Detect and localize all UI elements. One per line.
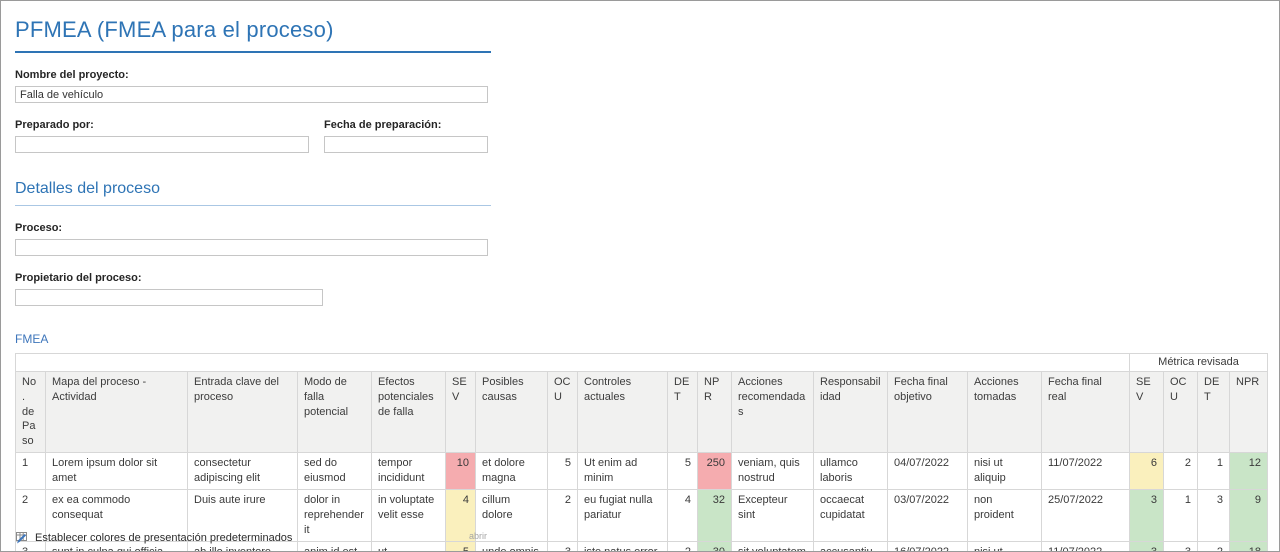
prepared-by-label: Preparado por:	[15, 119, 309, 131]
table-cell[interactable]: 03/07/2022	[888, 490, 968, 542]
table-cell[interactable]: 5	[668, 453, 698, 490]
table-cell[interactable]: 2	[1198, 541, 1230, 552]
table-cell[interactable]: 2	[548, 490, 578, 542]
column-header: NPR	[698, 371, 732, 452]
table-cell[interactable]: sed do eiusmod	[298, 453, 372, 490]
table-cell[interactable]: unde omnis	[476, 541, 548, 552]
title-divider	[15, 51, 491, 53]
prepared-by-input[interactable]	[15, 136, 309, 153]
table-cell[interactable]: nisi ut aliquip	[968, 453, 1042, 490]
table-cell[interactable]: 25/07/2022	[1042, 490, 1130, 542]
fmea-table: Métrica revisada No. de PasoMapa del proc…	[15, 353, 1268, 552]
table-cell[interactable]: 6	[1130, 453, 1164, 490]
table-cell[interactable]: Excepteur sint	[732, 490, 814, 542]
prep-date-input[interactable]	[324, 136, 488, 153]
table-cell[interactable]: 3	[548, 541, 578, 552]
table-cell[interactable]: 9	[1230, 490, 1268, 542]
table-cell[interactable]: 250	[698, 453, 732, 490]
column-header: OCU	[1164, 371, 1198, 452]
table-cell[interactable]: consectetur adipiscing elit	[188, 453, 298, 490]
open-link[interactable]: abrir	[469, 531, 487, 541]
table-cell[interactable]: iste natus error	[578, 541, 668, 552]
column-header: Posibles causas	[476, 371, 548, 452]
table-cell[interactable]: 18	[1230, 541, 1268, 552]
table-cell[interactable]: 3	[1164, 541, 1198, 552]
table-cell[interactable]: 4	[668, 490, 698, 542]
table-cell[interactable]: et dolore magna	[476, 453, 548, 490]
column-header: Fecha final objetivo	[888, 371, 968, 452]
table-cell[interactable]: 5	[446, 541, 476, 552]
table-cell[interactable]: veniam, quis nostrud	[732, 453, 814, 490]
table-cell[interactable]: 11/07/2022	[1042, 453, 1130, 490]
revised-metric-group-header: Métrica revisada	[1130, 354, 1268, 372]
worksheet: PFMEA (FMEA para el proceso) Nombre del …	[1, 1, 1279, 551]
table-cell[interactable]: 04/07/2022	[888, 453, 968, 490]
table-cell[interactable]: 1	[1164, 490, 1198, 542]
column-header: Acciones recomendadas	[732, 371, 814, 452]
table-cell[interactable]: 11/07/2022	[1042, 541, 1130, 552]
table-cell[interactable]: 10	[446, 453, 476, 490]
column-header: SEV	[1130, 371, 1164, 452]
table-cell[interactable]: 30	[698, 541, 732, 552]
table-cell[interactable]: Lorem ipsum dolor sit amet	[46, 453, 188, 490]
table-row: 1Lorem ipsum dolor sit ametconsectetur a…	[16, 453, 1268, 490]
column-header: Responsabilidad	[814, 371, 888, 452]
table-cell[interactable]: occaecat cupidatat	[814, 490, 888, 542]
column-header: Modo de falla potencial	[298, 371, 372, 452]
column-header: SEV	[446, 371, 476, 452]
table-cell[interactable]: non proident	[968, 490, 1042, 542]
page-title: PFMEA (FMEA para el proceso)	[15, 17, 1265, 43]
process-owner-input[interactable]	[15, 289, 323, 306]
section-divider	[15, 205, 491, 206]
prep-date-label: Fecha de preparación:	[324, 119, 488, 131]
table-cell[interactable]: 2	[668, 541, 698, 552]
column-header: NPR	[1230, 371, 1268, 452]
prepared-by-group: Preparado por:	[15, 103, 309, 153]
set-colors-control[interactable]: Establecer colores de presentación prede…	[15, 531, 292, 544]
table-cell[interactable]: 12	[1230, 453, 1268, 490]
table-cell[interactable]: 32	[698, 490, 732, 542]
prep-date-group: Fecha de preparación:	[324, 103, 488, 153]
column-header: DET	[1198, 371, 1230, 452]
table-cell[interactable]: 3	[1198, 490, 1230, 542]
process-label: Proceso:	[15, 222, 1265, 234]
column-header: Efectos potenciales de falla	[372, 371, 446, 452]
app-window: PFMEA (FMEA para el proceso) Nombre del …	[0, 0, 1280, 552]
column-header: DET	[668, 371, 698, 452]
group-header-spacer	[16, 354, 1130, 372]
table-cell[interactable]: 3	[1130, 541, 1164, 552]
column-header: Controles actuales	[578, 371, 668, 452]
column-header: Mapa del proceso - Actividad	[46, 371, 188, 452]
column-header: OCU	[548, 371, 578, 452]
set-colors-label: Establecer colores de presentación prede…	[35, 532, 292, 544]
column-header: No. de Paso	[16, 371, 46, 452]
table-cell[interactable]: ullamco laboris	[814, 453, 888, 490]
column-header: Acciones tomadas	[968, 371, 1042, 452]
project-name-input[interactable]	[15, 86, 488, 103]
process-input[interactable]	[15, 239, 488, 256]
table-cell[interactable]: in voluptate velit esse	[372, 490, 446, 542]
table-cell[interactable]: 16/07/2022	[888, 541, 968, 552]
table-cell[interactable]: accusantium	[814, 541, 888, 552]
process-details-heading: Detalles del proceso	[15, 180, 1265, 198]
table-cell[interactable]: anim id est	[298, 541, 372, 552]
process-owner-label: Propietario del proceso:	[15, 272, 1265, 284]
set-colors-icon	[15, 531, 29, 544]
table-cell[interactable]: 1	[1198, 453, 1230, 490]
table-cell[interactable]: eu fugiat nulla pariatur	[578, 490, 668, 542]
table-cell[interactable]: ut perspiciatis	[372, 541, 446, 552]
column-header: Fecha final real	[1042, 371, 1130, 452]
table-cell[interactable]: dolor in reprehenderit	[298, 490, 372, 542]
fmea-section-label: FMEA	[15, 332, 1265, 346]
table-cell[interactable]: 5	[548, 453, 578, 490]
table-cell[interactable]: nisi ut aliquip	[968, 541, 1042, 552]
table-cell[interactable]: 2	[1164, 453, 1198, 490]
table-cell[interactable]: 1	[16, 453, 46, 490]
project-name-label: Nombre del proyecto:	[15, 69, 1265, 81]
table-cell[interactable]: tempor incididunt	[372, 453, 446, 490]
column-header: Entrada clave del proceso	[188, 371, 298, 452]
table-cell[interactable]: 3	[1130, 490, 1164, 542]
table-cell[interactable]: sit voluptatem	[732, 541, 814, 552]
table-cell[interactable]: Ut enim ad minim	[578, 453, 668, 490]
